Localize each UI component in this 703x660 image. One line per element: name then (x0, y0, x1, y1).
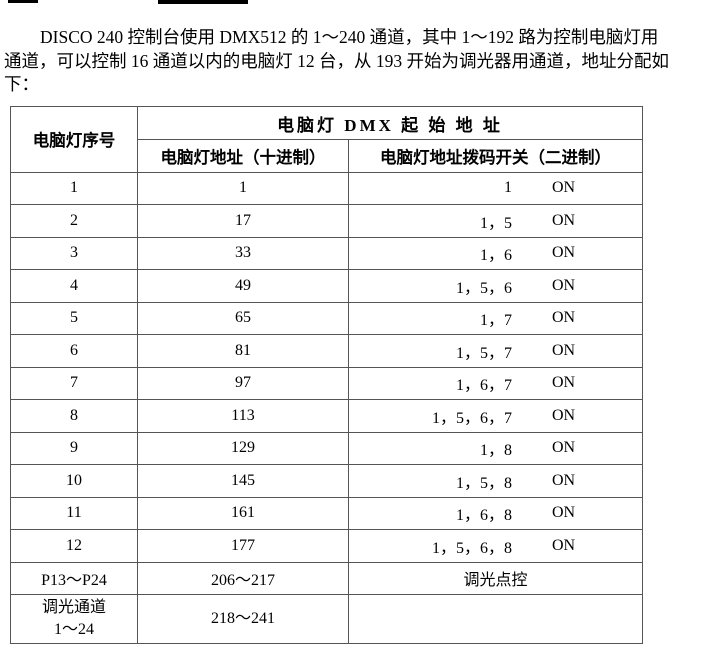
binary-cell: 1，6 ON (348, 236, 643, 270)
note-cell: 调光点控 (348, 561, 643, 595)
switch-state: ON (552, 504, 576, 522)
dmx-address-table: 电脑灯序号 电脑灯 DMX 起 始 地 址 电脑灯地址（十进制） 电脑灯地址拨码… (10, 106, 643, 644)
binary-cell: 1，5，6，8 ON (348, 529, 643, 563)
decimal-cell: 129 (137, 431, 349, 465)
table-header-row: 电脑灯序号 电脑灯 DMX 起 始 地 址 (10, 106, 643, 173)
table-row: 6 81 1，5，7 ON (10, 334, 643, 368)
index-cell: 11 (10, 496, 138, 530)
index-cell: 6 (10, 334, 138, 368)
table-row: 2 17 1，5 ON (10, 204, 643, 238)
decimal-cell: 65 (137, 301, 349, 335)
table-row: 1 1 1 ON (10, 171, 643, 205)
switch-bits: 1，5，6，7 (431, 409, 512, 427)
switch-state: ON (552, 211, 576, 229)
index-cell: 9 (10, 431, 138, 465)
table-row-dimmer: 调光通道 1～24 218～241 (10, 594, 643, 644)
decimal-cell: 17 (137, 204, 349, 238)
table-row: 11 161 1，6，8 ON (10, 496, 643, 530)
table-row: 9 129 1，8 ON (10, 431, 643, 465)
decimal-cell: 1 (137, 171, 349, 205)
index-cell: P13～P24 (10, 561, 138, 595)
index-cell: 8 (10, 399, 138, 433)
table-row: 12 177 1，5，6，8 ON (10, 529, 643, 563)
switch-bits: 1，7 (479, 312, 512, 330)
binary-cell: 1，7 ON (348, 301, 643, 335)
binary-cell: 1，6，7 ON (348, 366, 643, 400)
binary-cell: 1，8 ON (348, 431, 643, 465)
decimal-cell: 33 (137, 236, 349, 270)
table-row-p: P13～P24 206～217 调光点控 (10, 561, 643, 595)
switch-state: ON (552, 439, 576, 457)
index-cell: 2 (10, 204, 138, 238)
decimal-cell: 81 (137, 334, 349, 368)
switch-bits: 1 (504, 179, 512, 197)
switch-bits: 1，5，7 (455, 344, 512, 362)
switch-state: ON (552, 471, 576, 489)
decimal-cell: 145 (137, 464, 349, 498)
note-cell (348, 594, 643, 644)
decimal-cell: 177 (137, 529, 349, 563)
decimal-cell: 49 (137, 269, 349, 303)
table-row: 10 145 1，5，8 ON (10, 464, 643, 498)
header-index: 电脑灯序号 (10, 106, 138, 173)
binary-cell: 1，5 ON (348, 204, 643, 238)
index-cell: 7 (10, 366, 138, 400)
index-cell: 3 (10, 236, 138, 270)
table-row: 7 97 1，6，7 ON (10, 366, 643, 400)
switch-state: ON (552, 179, 576, 197)
header-decimal: 电脑灯地址（十进制） (137, 139, 349, 173)
header-binary: 电脑灯地址拨码开关（二进制） (348, 139, 643, 173)
binary-cell: 1，5，7 ON (348, 334, 643, 368)
switch-bits: 1，5，8 (455, 474, 512, 492)
decimal-cell: 218～241 (137, 594, 349, 644)
binary-cell: 1 ON (348, 171, 643, 205)
intro-paragraph: DISCO 240 控制台使用 DMX512 的 1～240 通道，其中 1～1… (4, 26, 674, 97)
switch-state: ON (552, 406, 576, 424)
index-cell: 4 (10, 269, 138, 303)
binary-cell: 1，5，6 ON (348, 269, 643, 303)
intro-text: DISCO 240 控制台使用 DMX512 的 1～240 通道，其中 1～1… (4, 27, 669, 94)
decimal-cell: 206～217 (137, 561, 349, 595)
binary-cell: 1，5，6，7 ON (348, 399, 643, 433)
switch-bits: 1，5 (479, 214, 512, 232)
decimal-cell: 113 (137, 399, 349, 433)
index-cell: 调光通道 1～24 (10, 594, 138, 644)
decimal-cell: 161 (137, 496, 349, 530)
binary-cell: 1，6，8 ON (348, 496, 643, 530)
switch-bits: 1，5，6 (455, 279, 512, 297)
switch-state: ON (552, 309, 576, 327)
binary-cell: 1，5，8 ON (348, 464, 643, 498)
cropped-heading-fragment (8, 0, 38, 3)
switch-state: ON (552, 536, 576, 554)
index-cell: 10 (10, 464, 138, 498)
index-cell: 5 (10, 301, 138, 335)
switch-bits: 1，8 (479, 442, 512, 460)
switch-state: ON (552, 244, 576, 262)
switch-state: ON (552, 374, 576, 392)
table-row: 5 65 1，7 ON (10, 301, 643, 335)
table-row: 4 49 1，5，6 ON (10, 269, 643, 303)
header-group: 电脑灯 DMX 起 始 地 址 (137, 106, 643, 140)
table-row: 3 33 1，6 ON (10, 236, 643, 270)
switch-state: ON (552, 341, 576, 359)
decimal-cell: 97 (137, 366, 349, 400)
index-line2: 1～24 (53, 621, 94, 638)
table-subheader-row: 电脑灯地址（十进制） 电脑灯地址拨码开关（二进制） (11, 139, 643, 173)
index-line1: 调光通道 (41, 599, 106, 616)
switch-bits: 1，6，8 (455, 507, 512, 525)
switch-state: ON (552, 276, 576, 294)
index-cell: 1 (10, 171, 138, 205)
switch-bits: 1，6，7 (455, 377, 512, 395)
table-row: 8 113 1，5，6，7 ON (10, 399, 643, 433)
switch-bits: 1，6 (479, 247, 512, 265)
cropped-heading-fragment (158, 0, 248, 4)
index-cell: 12 (10, 529, 138, 563)
switch-bits: 1，5，6，8 (431, 539, 512, 557)
